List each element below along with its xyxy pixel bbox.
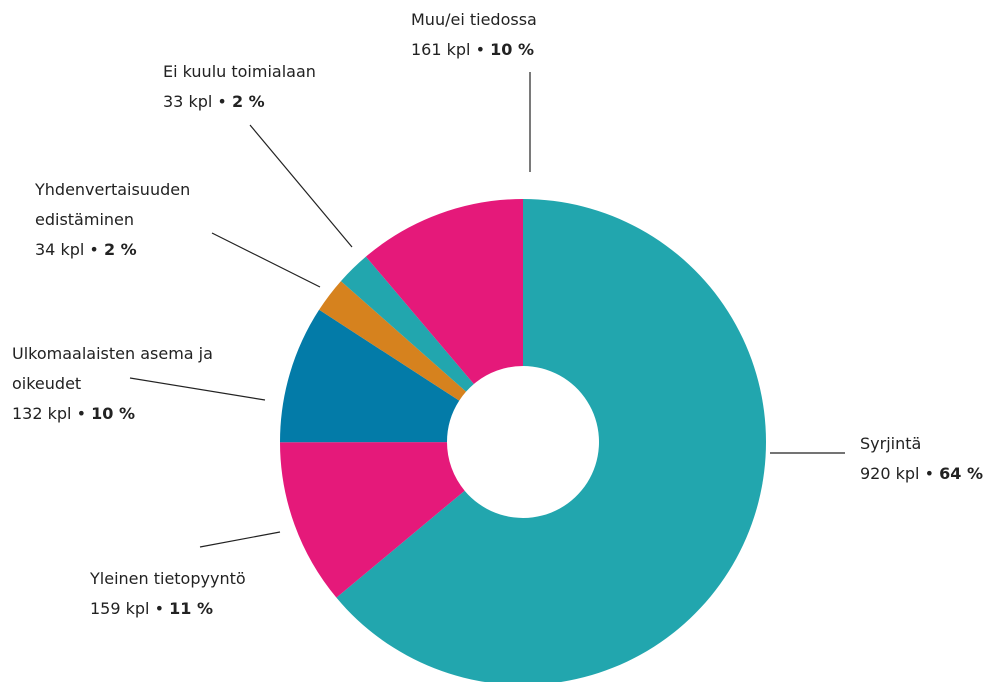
- percent-label: 10 %: [91, 404, 135, 423]
- wedge: [336, 199, 766, 682]
- category-label: Muu/ei tiedossa: [411, 10, 537, 29]
- percent-label: 2 %: [231, 92, 265, 111]
- value-line: 132 kpl • 10 %: [12, 399, 252, 429]
- data-label: Yleinen tietopyyntö 159 kpl • 11 %: [90, 564, 290, 624]
- value-label: 161 kpl: [411, 40, 471, 59]
- category-label: Ei kuulu toimialaan: [163, 62, 316, 81]
- percent-label: 11 %: [169, 599, 213, 618]
- separator: •: [475, 40, 486, 59]
- wedge: [319, 281, 467, 401]
- value-label: 33 kpl: [163, 92, 213, 111]
- value-line: 34 kpl • 2 %: [35, 235, 235, 265]
- value-line: 920 kpl • 64 %: [860, 459, 998, 489]
- value-line: 161 kpl • 10 %: [411, 35, 611, 65]
- percent-label: 10 %: [490, 40, 534, 59]
- separator: •: [154, 599, 165, 618]
- data-label: Ei kuulu toimialaan 33 kpl • 2 %: [163, 57, 383, 117]
- value-line: 159 kpl • 11 %: [90, 594, 290, 624]
- wedge: [280, 442, 465, 598]
- data-label: Syrjintä 920 kpl • 64 %: [860, 429, 998, 489]
- leader-line: [211, 232, 321, 288]
- separator: •: [924, 464, 935, 483]
- category-label: Syrjintä: [860, 434, 922, 453]
- wedge: [340, 256, 474, 392]
- wedge: [280, 309, 460, 443]
- value-label: 920 kpl: [860, 464, 920, 483]
- value-label: 159 kpl: [90, 599, 150, 618]
- separator: •: [217, 92, 227, 111]
- wedge: [365, 199, 523, 385]
- percent-label: 64 %: [939, 464, 983, 483]
- value-line: 33 kpl • 2 %: [163, 87, 383, 117]
- separator: •: [89, 240, 99, 259]
- separator: •: [76, 404, 87, 423]
- leader-line: [129, 377, 266, 401]
- value-label: 34 kpl: [35, 240, 85, 259]
- leader-line: [249, 124, 353, 248]
- data-label: Muu/ei tiedossa 161 kpl • 10 %: [411, 5, 611, 65]
- category-label: Yhdenvertaisuuden edistäminen: [35, 180, 191, 229]
- leader-line: [199, 531, 281, 548]
- category-label: Yleinen tietopyyntö: [90, 569, 246, 588]
- category-label: Ulkomaalaisten asema ja oikeudet: [12, 344, 213, 393]
- data-label: Ulkomaalaisten asema ja oikeudet 132 kpl …: [12, 339, 252, 429]
- value-label: 132 kpl: [12, 404, 72, 423]
- data-label: Yhdenvertaisuuden edistäminen 34 kpl • 2 …: [35, 175, 235, 265]
- percent-label: 2 %: [103, 240, 137, 259]
